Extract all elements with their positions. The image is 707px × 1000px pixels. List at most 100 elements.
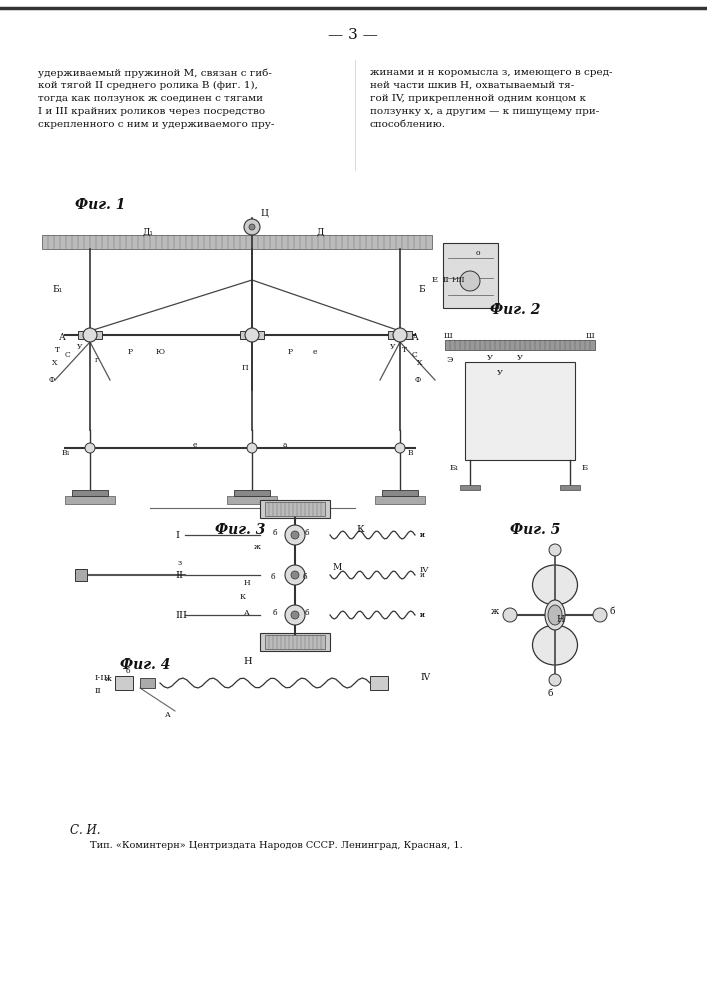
Text: з: з bbox=[178, 559, 182, 567]
Text: гой IV, прикрепленной одним концом к: гой IV, прикрепленной одним концом к bbox=[370, 94, 586, 103]
Text: I: I bbox=[175, 530, 179, 540]
Text: М: М bbox=[332, 562, 341, 572]
Text: Фиг. 1: Фиг. 1 bbox=[75, 198, 125, 212]
Text: Х: Х bbox=[52, 359, 58, 367]
Bar bbox=[260, 500, 330, 518]
Text: б: б bbox=[303, 573, 308, 581]
Text: б: б bbox=[305, 609, 309, 617]
Bar bbox=[265, 635, 325, 649]
Text: и: и bbox=[420, 611, 425, 619]
Text: Фиг. 2: Фиг. 2 bbox=[490, 303, 540, 317]
Text: и: и bbox=[420, 531, 425, 539]
Text: А: А bbox=[244, 609, 250, 617]
Text: Б: Б bbox=[582, 464, 588, 472]
Text: К: К bbox=[356, 526, 364, 534]
Text: С: С bbox=[65, 351, 71, 359]
Bar bbox=[265, 502, 325, 516]
Bar bbox=[388, 331, 412, 339]
Text: Фиг. 5: Фиг. 5 bbox=[510, 523, 561, 537]
Text: Ю: Ю bbox=[156, 348, 165, 356]
Text: У: У bbox=[390, 343, 396, 351]
Circle shape bbox=[85, 443, 95, 453]
Text: о: о bbox=[476, 249, 480, 257]
Ellipse shape bbox=[545, 600, 565, 630]
Text: и: и bbox=[420, 611, 425, 619]
Circle shape bbox=[249, 224, 255, 230]
Text: I-III: I-III bbox=[452, 276, 465, 284]
Bar bbox=[78, 331, 102, 339]
Text: А: А bbox=[165, 711, 171, 719]
Text: П: П bbox=[242, 364, 248, 372]
Bar bbox=[42, 235, 432, 249]
Text: б: б bbox=[273, 529, 277, 537]
Text: способлению.: способлению. bbox=[370, 120, 446, 129]
Text: ж: ж bbox=[105, 675, 112, 683]
Bar bbox=[370, 676, 388, 690]
Text: Фиг. 3: Фиг. 3 bbox=[215, 523, 265, 537]
Text: Р: Р bbox=[127, 348, 132, 356]
Bar bbox=[72, 490, 108, 496]
Text: У: У bbox=[487, 354, 493, 362]
Text: У: У bbox=[77, 343, 83, 351]
Text: Д₁: Д₁ bbox=[143, 228, 153, 236]
Text: г: г bbox=[95, 356, 99, 364]
Circle shape bbox=[549, 544, 561, 556]
Text: С: С bbox=[412, 351, 418, 359]
Text: Е: Е bbox=[432, 276, 438, 284]
Text: Ц: Ц bbox=[260, 209, 268, 218]
Text: Ш: Ш bbox=[443, 332, 452, 340]
Text: ней части шкив Н, охватываемый тя-: ней части шкив Н, охватываемый тя- bbox=[370, 81, 574, 90]
Text: ж: ж bbox=[491, 606, 499, 615]
Bar bbox=[260, 633, 330, 651]
Circle shape bbox=[244, 219, 260, 235]
Text: Н: Н bbox=[244, 658, 252, 666]
Circle shape bbox=[503, 608, 517, 622]
Circle shape bbox=[549, 674, 561, 686]
Bar bbox=[140, 678, 155, 688]
Bar bbox=[445, 340, 595, 350]
Text: жинами и н коромысла з, имеющего в сред-: жинами и н коромысла з, имеющего в сред- bbox=[370, 68, 612, 77]
Text: Ш: Ш bbox=[585, 332, 595, 340]
Bar bbox=[65, 496, 115, 504]
Text: б: б bbox=[609, 606, 615, 615]
Text: удерживаемый пружиной М, связан с гиб-: удерживаемый пружиной М, связан с гиб- bbox=[38, 68, 272, 78]
Text: II: II bbox=[175, 570, 183, 580]
Text: А: А bbox=[59, 334, 66, 342]
Circle shape bbox=[285, 605, 305, 625]
Text: В: В bbox=[407, 449, 413, 457]
Bar bbox=[375, 496, 425, 504]
Text: III: III bbox=[175, 610, 187, 619]
Text: — 3 —: — 3 — bbox=[328, 28, 378, 42]
Bar bbox=[443, 243, 498, 308]
Text: б: б bbox=[305, 529, 309, 537]
Text: Э: Э bbox=[447, 356, 453, 364]
Bar bbox=[460, 485, 480, 490]
Text: Б₁: Б₁ bbox=[52, 286, 62, 294]
Circle shape bbox=[593, 608, 607, 622]
Circle shape bbox=[285, 565, 305, 585]
Text: ползунку х, а другим — к пишущему при-: ползунку х, а другим — к пишущему при- bbox=[370, 107, 600, 116]
Bar bbox=[115, 676, 133, 690]
Text: В₁: В₁ bbox=[62, 449, 71, 457]
Text: К: К bbox=[240, 593, 246, 601]
Circle shape bbox=[245, 328, 259, 342]
Circle shape bbox=[291, 531, 299, 539]
Bar bbox=[75, 569, 87, 581]
Text: Н: Н bbox=[556, 615, 564, 624]
Text: IV: IV bbox=[420, 674, 430, 682]
Circle shape bbox=[285, 525, 305, 545]
Text: II: II bbox=[443, 276, 450, 284]
Bar bbox=[560, 485, 580, 490]
Circle shape bbox=[460, 271, 480, 291]
Text: б: б bbox=[547, 688, 553, 698]
Circle shape bbox=[393, 328, 407, 342]
Text: IV: IV bbox=[420, 566, 429, 574]
Text: Б: Б bbox=[418, 286, 425, 294]
Text: а: а bbox=[283, 441, 287, 449]
Text: кой тягой II среднего ролика В (фиг. 1),: кой тягой II среднего ролика В (фиг. 1), bbox=[38, 81, 258, 90]
Text: А: А bbox=[411, 334, 419, 342]
Text: Фиг. 4: Фиг. 4 bbox=[120, 658, 170, 672]
Text: ж: ж bbox=[254, 543, 260, 551]
Text: Х: Х bbox=[417, 359, 423, 367]
Circle shape bbox=[291, 611, 299, 619]
